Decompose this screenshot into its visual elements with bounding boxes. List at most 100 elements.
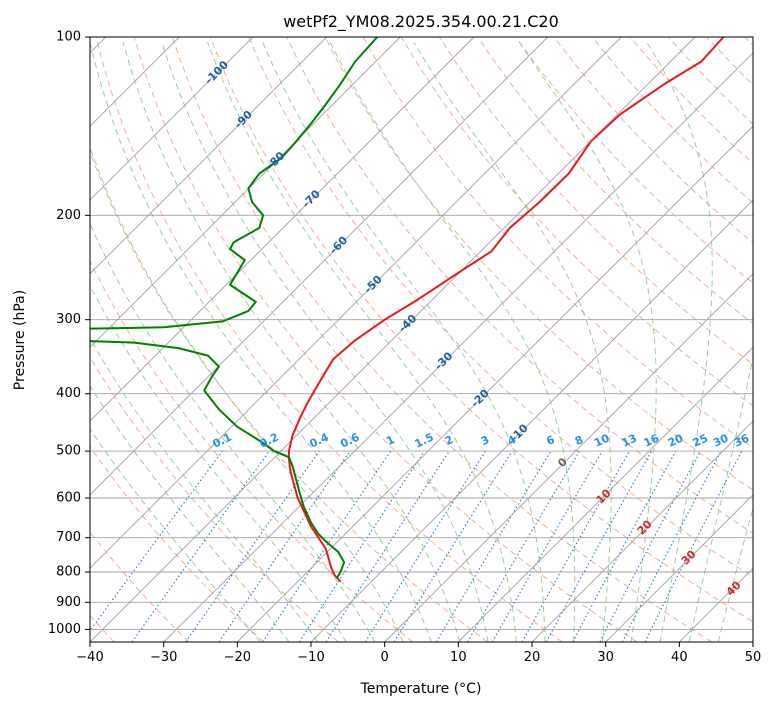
moist-adiabat-line bbox=[122, 41, 461, 642]
dry-adiabat-line bbox=[591, 37, 753, 204]
y-tick-label: 1000 bbox=[48, 622, 81, 637]
moist-adiabat-line bbox=[207, 41, 517, 642]
isotherm-line bbox=[90, 37, 254, 201]
moist-adiabat-line bbox=[90, 42, 432, 642]
isotherm-line bbox=[531, 420, 753, 642]
mixing-ratio-label: 0.2 bbox=[258, 431, 281, 451]
isotherm-line bbox=[236, 125, 753, 642]
moist-adiabat-line bbox=[688, 355, 753, 642]
moist-adiabat-line bbox=[413, 41, 612, 642]
mixing-ratio-label: 0.4 bbox=[308, 430, 331, 450]
mixing-ratio-label: 10 bbox=[592, 431, 612, 449]
y-tick-label: 200 bbox=[56, 208, 81, 223]
moist-adiabat-line bbox=[646, 41, 713, 642]
mixing-ratio-label: 16 bbox=[642, 431, 662, 449]
dry-adiabat-line bbox=[286, 37, 753, 534]
mixing-ratio-line bbox=[325, 450, 450, 642]
isotherm-label: -90 bbox=[232, 108, 255, 131]
dry-adiabat-line bbox=[248, 37, 753, 578]
dry-adiabat-line bbox=[90, 259, 414, 642]
isotherm-label: -50 bbox=[362, 273, 385, 296]
x-axis-ticks: −40 −30 −20 −10 0 10 20 30 40 50 bbox=[76, 642, 761, 665]
x-tick-label: 40 bbox=[671, 650, 688, 665]
mixing-ratio-label: 36 bbox=[732, 431, 752, 449]
isotherm-label: -20 bbox=[469, 387, 492, 410]
x-tick-label: 10 bbox=[450, 650, 467, 665]
mixing-ratio-line bbox=[393, 450, 513, 642]
mixing-ratio-line bbox=[262, 450, 392, 642]
mixing-ratio-label: 2 bbox=[443, 433, 455, 448]
dry-adiabat-line bbox=[515, 37, 753, 284]
x-axis-label: Temperature (°C) bbox=[360, 681, 482, 697]
temperature-profile-line bbox=[287, 37, 725, 583]
isotherm-line bbox=[605, 494, 753, 642]
moist-adiabat-line bbox=[90, 337, 319, 642]
isotherm-line bbox=[90, 37, 328, 275]
isotherm-line bbox=[678, 567, 753, 642]
dry-adiabat-line bbox=[171, 37, 712, 642]
moist-adiabat-line bbox=[90, 145, 404, 642]
mixing-ratio-line bbox=[572, 450, 677, 642]
dry-adiabat-line bbox=[210, 37, 753, 623]
moist-adiabat-line bbox=[90, 428, 261, 642]
plot-area bbox=[90, 37, 753, 642]
mixing-ratio-line bbox=[218, 450, 351, 642]
dry-adiabat-line bbox=[744, 37, 753, 47]
mixing-ratio-label: 20 bbox=[666, 431, 686, 449]
moist-adiabats bbox=[90, 41, 753, 642]
plot-frame bbox=[89, 36, 754, 643]
isotherm-line bbox=[90, 37, 401, 348]
x-tick-label: 50 bbox=[745, 650, 762, 665]
y-axis-ticks: 100 200 300 400 500 600 700 800 900 1000 bbox=[48, 30, 90, 637]
isotherm-label: -40 bbox=[396, 312, 419, 335]
dry-adiabat-line bbox=[90, 531, 190, 642]
mixing-ratio-label: 13 bbox=[620, 432, 639, 450]
isotherm-label: -100 bbox=[202, 58, 231, 87]
x-tick-label: 20 bbox=[524, 650, 541, 665]
mixing-ratio-line bbox=[435, 450, 552, 642]
moist-adiabat-line bbox=[329, 41, 576, 642]
mixing-ratio-lines bbox=[90, 450, 743, 642]
isotherm-line bbox=[384, 273, 753, 642]
dry-adiabat-line bbox=[90, 356, 339, 642]
mixing-ratio-line bbox=[131, 450, 270, 642]
y-axis-label: Pressure (hPa) bbox=[12, 290, 28, 390]
mixing-ratio-label: 6 bbox=[544, 433, 557, 448]
y-tick-label: 500 bbox=[56, 444, 81, 459]
mixing-ratio-label: 25 bbox=[691, 432, 710, 450]
mixing-ratio-label: 1.5 bbox=[413, 431, 436, 451]
moist-adiabat-label: 0 bbox=[555, 455, 570, 470]
x-tick-label: 30 bbox=[597, 650, 614, 665]
x-tick-label: −30 bbox=[150, 650, 177, 665]
dry-adiabat-line bbox=[706, 37, 753, 86]
moist-adiabat-line bbox=[518, 41, 657, 642]
moist-adiabat-line bbox=[717, 506, 753, 642]
mixing-ratio-line bbox=[298, 450, 425, 642]
mixing-ratio-label: 8 bbox=[573, 433, 585, 448]
y-tick-label: 700 bbox=[56, 530, 81, 545]
moist-adiabat-line bbox=[262, 41, 546, 642]
dry-adiabat-line bbox=[668, 37, 753, 125]
isotherm-label: -30 bbox=[432, 349, 455, 372]
moist-adiabat-label: 40 bbox=[724, 578, 744, 598]
moist-adiabat-label: 20 bbox=[635, 517, 655, 537]
y-tick-label: 400 bbox=[56, 386, 81, 401]
mixing-ratio-line bbox=[644, 450, 743, 642]
moist-adiabat-line bbox=[90, 284, 347, 642]
dry-adiabat-line bbox=[477, 37, 753, 325]
chart-title: wetPf2_YM08.2025.354.00.21.C20 bbox=[283, 12, 559, 32]
mixing-ratio-line bbox=[521, 450, 630, 642]
sounding-series bbox=[90, 37, 725, 583]
y-tick-label: 600 bbox=[56, 491, 81, 506]
y-tick-label: 300 bbox=[56, 312, 81, 327]
isotherm-line bbox=[90, 37, 549, 496]
x-tick-label: −10 bbox=[297, 650, 324, 665]
mixing-ratio-line bbox=[545, 450, 653, 642]
dry-adiabat-line bbox=[90, 150, 488, 642]
dry-adiabats bbox=[90, 37, 753, 642]
isotherm-line bbox=[90, 37, 622, 569]
isotherm-label: -60 bbox=[327, 233, 350, 256]
dry-adiabat-line bbox=[133, 37, 638, 642]
x-tick-label: 0 bbox=[381, 650, 389, 665]
